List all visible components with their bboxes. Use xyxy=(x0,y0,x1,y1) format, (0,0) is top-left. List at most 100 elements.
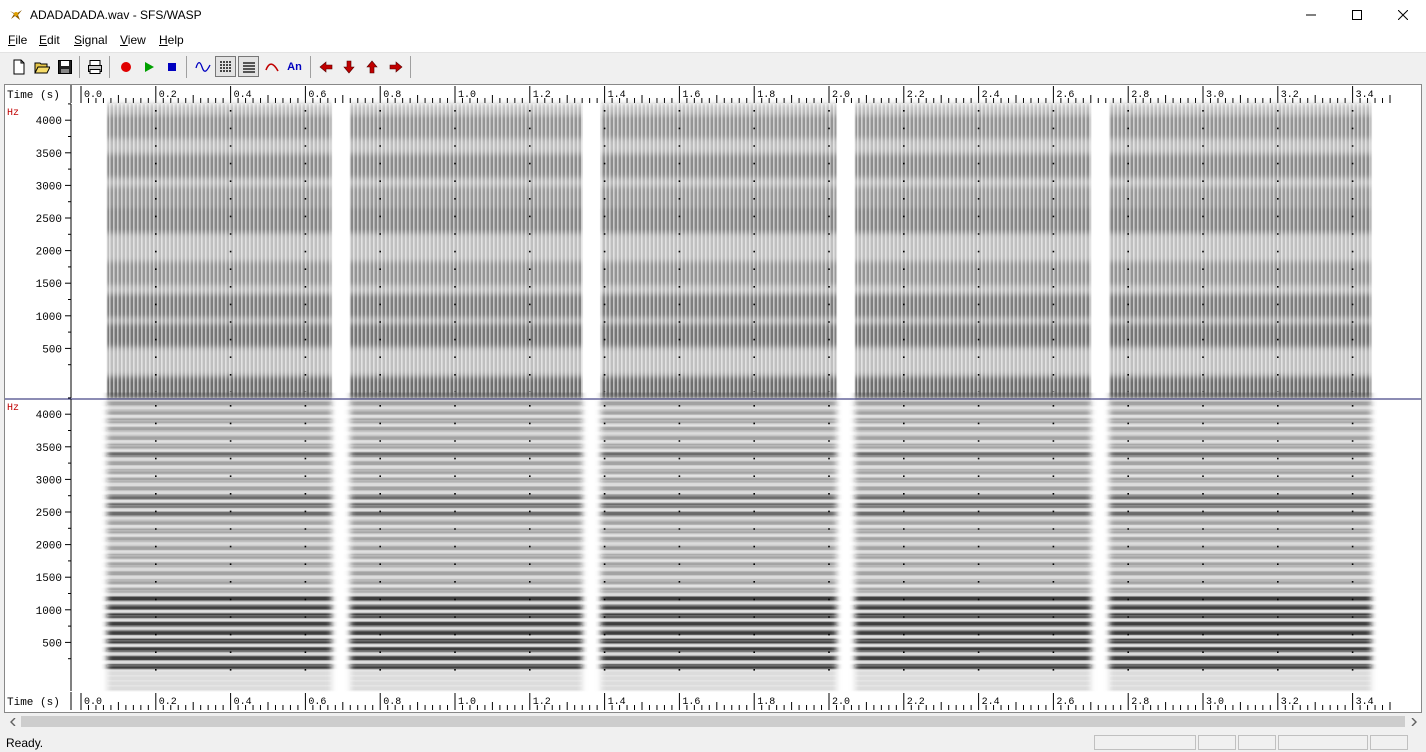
time-tick-label: 1.0 xyxy=(458,697,476,708)
time-tick-label: 0.8 xyxy=(383,697,401,708)
time-tick-label: 2.6 xyxy=(1056,697,1074,708)
wideband-spectrogram-icon xyxy=(219,60,231,73)
menu-view[interactable]: View xyxy=(120,33,146,47)
time-tick-label: 2.4 xyxy=(982,697,1000,708)
print-button[interactable] xyxy=(84,56,105,77)
frequency-tick-label: 4000 xyxy=(36,116,62,128)
frequency-tick-label: 2500 xyxy=(36,508,62,520)
time-tick-label: 3.2 xyxy=(1281,697,1299,708)
time-tick-label: 1.8 xyxy=(757,697,775,708)
frequency-tick-label: 2500 xyxy=(36,214,62,226)
scrollbar-thumb xyxy=(21,716,1405,727)
time-tick-label: 3.0 xyxy=(1206,90,1224,101)
menu-help-accel: H xyxy=(159,33,168,47)
time-tick-label: 1.6 xyxy=(682,90,700,101)
minimize-button[interactable] xyxy=(1288,0,1334,30)
scroll-left-button[interactable] xyxy=(315,56,336,77)
frequency-tick-label: 3000 xyxy=(36,181,62,193)
menu-signal-label: ignal xyxy=(82,33,108,47)
scroll-right-arrow[interactable] xyxy=(1405,713,1422,730)
time-tick-label: 2.8 xyxy=(1131,697,1149,708)
toolbar-separator xyxy=(310,56,311,78)
frequency-tick-label: 1500 xyxy=(36,573,62,585)
wasp-app-icon xyxy=(10,10,22,20)
frequency-tick-label: 3500 xyxy=(36,443,62,455)
menu-edit-label: dit xyxy=(47,33,60,47)
zoom-in-button[interactable] xyxy=(338,56,359,77)
annotation-button[interactable]: An xyxy=(284,56,305,77)
menu-file-accel: F xyxy=(8,33,16,47)
time-tick-label: 0.2 xyxy=(159,90,177,101)
zoom-out-button[interactable] xyxy=(361,56,382,77)
open-button[interactable] xyxy=(31,56,52,77)
narrowband-spectrogram: Hz 500 1000 1500 2000 2500 3000 3500 4000 xyxy=(5,392,1421,691)
status-text: Ready. xyxy=(6,736,44,750)
play-button[interactable] xyxy=(138,56,159,77)
toolbar-separator xyxy=(410,56,411,78)
menu-help[interactable]: Help xyxy=(159,33,184,47)
menu-edit-accel: E xyxy=(39,33,48,47)
menu-view-label: iew xyxy=(127,33,146,47)
arrow-right-icon xyxy=(389,60,402,73)
time-tick-label: 1.6 xyxy=(682,697,700,708)
toolbar-separator xyxy=(109,56,110,78)
close-icon xyxy=(1398,10,1408,20)
maximize-button[interactable] xyxy=(1334,0,1380,30)
minimize-icon xyxy=(1306,14,1316,16)
record-button[interactable] xyxy=(115,56,136,77)
menu-view-accel: V xyxy=(120,33,128,47)
horizontal-scrollbar[interactable] xyxy=(4,713,1422,730)
time-tick-label: 1.2 xyxy=(533,697,551,708)
print-icon xyxy=(87,59,102,74)
time-tick-label: 2.8 xyxy=(1131,90,1149,101)
frequency-tick-label: 3000 xyxy=(36,475,62,487)
time-tick-label: 3.4 xyxy=(1356,697,1374,708)
menu-edit[interactable]: Edit xyxy=(39,33,60,47)
menu-signal[interactable]: Signal xyxy=(74,33,107,47)
save-button[interactable] xyxy=(54,56,75,77)
scroll-left-arrow[interactable] xyxy=(4,713,21,730)
status-pane xyxy=(1198,735,1236,750)
time-tick-label: 1.4 xyxy=(608,90,626,101)
save-icon xyxy=(57,59,72,74)
menu-bar: File Edit Signal View Help xyxy=(0,30,1426,53)
close-button[interactable] xyxy=(1380,0,1426,30)
frequency-tick-label: 3500 xyxy=(36,149,62,161)
frequency-tick-label: 1500 xyxy=(36,279,62,291)
frequency-axis-label: Hz xyxy=(7,403,19,414)
toolbar-separator xyxy=(79,56,80,78)
menu-signal-accel: S xyxy=(74,33,83,47)
stop-button[interactable] xyxy=(161,56,182,77)
time-tick-label: 2.6 xyxy=(1056,90,1074,101)
status-pane xyxy=(1094,735,1196,750)
new-button[interactable] xyxy=(8,56,29,77)
menu-file[interactable]: File xyxy=(8,33,27,47)
time-tick-label: 0.4 xyxy=(234,697,252,708)
chevron-left-icon xyxy=(9,717,15,726)
waveform-button[interactable] xyxy=(192,56,213,77)
time-tick-label: 1.4 xyxy=(608,697,626,708)
frequency-tick-label: 1000 xyxy=(36,606,62,618)
arrow-up-icon xyxy=(365,60,378,73)
time-tick-label: 3.2 xyxy=(1281,90,1299,101)
status-pane xyxy=(1370,735,1408,750)
maximize-icon xyxy=(1352,10,1362,20)
narrowband-spectrogram-button[interactable] xyxy=(238,56,259,77)
frequency-tick-label: 2000 xyxy=(36,247,62,259)
frequency-tick-label: 1000 xyxy=(36,312,62,324)
scroll-right-button[interactable] xyxy=(385,56,406,77)
narrowband-spectrogram-icon xyxy=(242,61,255,73)
time-tick-label: 0.4 xyxy=(234,90,252,101)
time-tick-label: 1.0 xyxy=(458,90,476,101)
frequency-tick-label: 500 xyxy=(42,638,62,650)
toolbar-separator xyxy=(186,56,187,78)
signal-display-panel[interactable]: Time (s) 0.0 0.2 0.4 0.6 0.8 1.0 1.2 1.4 1.6 1.8 2.… xyxy=(4,84,1422,713)
frequency-tick-label: 500 xyxy=(42,344,62,356)
wideband-spectrogram-button[interactable] xyxy=(215,56,236,77)
time-tick-label: 2.0 xyxy=(832,90,850,101)
spectrogram-display[interactable]: Time (s) 0.0 0.2 0.4 0.6 0.8 1.0 1.2 1.4 1.6 1.8 2.… xyxy=(5,85,1421,712)
time-axis-label: Time (s) xyxy=(7,697,60,709)
record-icon xyxy=(120,61,131,72)
time-tick-label: 0.2 xyxy=(159,697,177,708)
pitch-track-button[interactable] xyxy=(261,56,282,77)
